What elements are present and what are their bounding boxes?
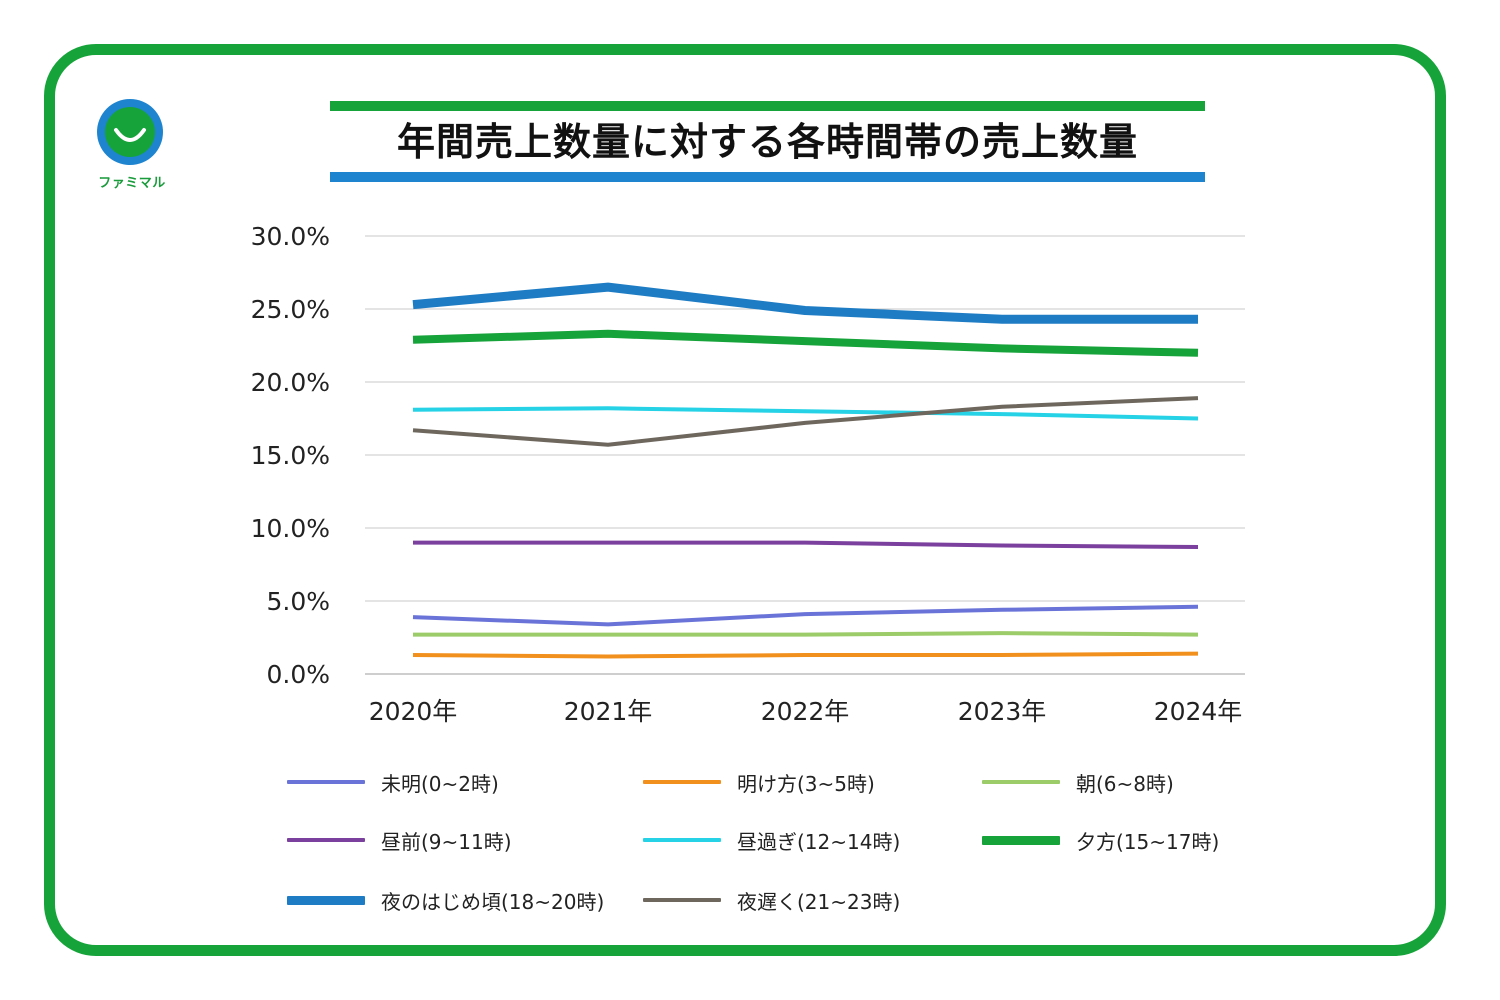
x-tick-label: 2022年 bbox=[761, 697, 850, 726]
series-line bbox=[412, 329, 1199, 357]
logo-text: ファミマル bbox=[98, 176, 166, 191]
series-line bbox=[412, 604, 1199, 627]
title-bar-top bbox=[330, 101, 1205, 111]
y-tick-label: 0.0% bbox=[266, 660, 330, 689]
y-tick-label: 30.0% bbox=[251, 222, 330, 251]
x-tick-label: 2024年 bbox=[1154, 697, 1243, 726]
y-tick-label: 20.0% bbox=[251, 368, 330, 397]
chart-title: 年間売上数量に対する各時間帯の売上数量 bbox=[396, 120, 1138, 164]
y-tick-label: 10.0% bbox=[251, 514, 330, 543]
series-line bbox=[413, 540, 1199, 549]
title-bar-bottom bbox=[330, 172, 1205, 182]
series-line bbox=[412, 406, 1199, 421]
series-line bbox=[412, 282, 1198, 324]
x-tick-label: 2021年 bbox=[564, 697, 653, 726]
famimaru-logo bbox=[97, 99, 163, 165]
y-tick-label: 25.0% bbox=[251, 295, 330, 324]
series-line bbox=[413, 631, 1199, 637]
x-tick-label: 2020年 bbox=[369, 697, 458, 726]
series-line bbox=[412, 651, 1199, 659]
y-tick-label: 15.0% bbox=[251, 441, 330, 470]
series-line bbox=[412, 396, 1199, 447]
card-frame bbox=[44, 44, 1446, 956]
x-tick-label: 2023年 bbox=[958, 697, 1047, 726]
y-tick-label: 5.0% bbox=[266, 587, 330, 616]
